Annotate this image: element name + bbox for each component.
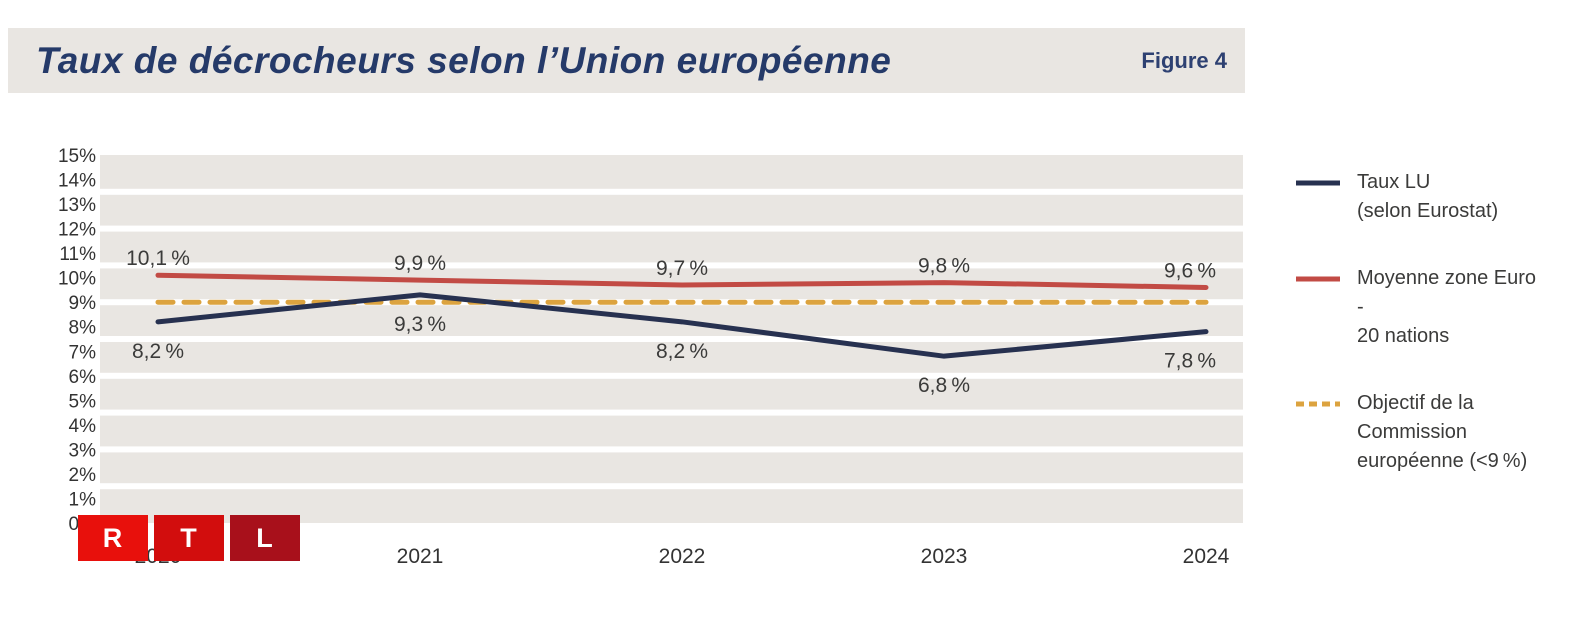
legend-label: Objectif de la Commission européenne (<9… xyxy=(1357,392,1528,472)
dashed-line-swatch xyxy=(1296,401,1340,407)
x-tick-label: 2024 xyxy=(1183,545,1230,568)
data-label: 9,8 % xyxy=(918,255,970,278)
x-tick-label: 2023 xyxy=(921,545,968,568)
figure-label: Figure 4 xyxy=(1141,47,1227,73)
gridline xyxy=(100,336,1243,342)
logo-block-r: R xyxy=(78,515,148,561)
y-tick-label: 11% xyxy=(59,244,96,265)
y-tick-label: 1% xyxy=(69,489,97,510)
data-label: 9,7 % xyxy=(656,257,708,280)
data-label: 9,6 % xyxy=(1164,259,1216,282)
gridline xyxy=(100,299,1243,306)
y-tick-label: 4% xyxy=(69,416,97,437)
legend-item-1: Moyenne zone Euro - 20 nations xyxy=(1295,264,1545,351)
gridline xyxy=(100,372,1243,379)
gridline xyxy=(100,188,1243,195)
gridline xyxy=(100,483,1243,490)
data-label: 6,8 % xyxy=(918,374,970,397)
gridline xyxy=(100,446,1243,453)
series-line-0 xyxy=(155,292,1209,359)
chart-legend: Taux LU (selon Eurostat) Moyenne zone Eur… xyxy=(1295,168,1545,476)
line-swatch xyxy=(1296,276,1340,282)
y-tick-label: 8% xyxy=(69,318,97,339)
x-tick-label: 2022 xyxy=(659,545,706,568)
y-tick-label: 7% xyxy=(69,342,97,363)
gridline xyxy=(100,409,1243,416)
gridline xyxy=(100,225,1243,232)
data-label: 8,2 % xyxy=(132,340,184,363)
y-tick-label: 12% xyxy=(58,220,96,241)
logo-block-t: T xyxy=(154,515,224,561)
gridline xyxy=(100,262,1243,269)
page-title: Taux de décrocheurs selon l’Union europé… xyxy=(36,39,892,81)
legend-label: Taux LU (selon Eurostat) xyxy=(1357,171,1499,222)
y-tick-label: 6% xyxy=(69,367,97,388)
header-band: Taux de décrocheurs selon l’Union europé… xyxy=(8,28,1245,93)
logo-block-l: L xyxy=(230,515,300,561)
y-tick-label: 14% xyxy=(58,171,96,192)
y-tick-label: 5% xyxy=(69,391,97,412)
data-label: 10,1 % xyxy=(126,247,190,270)
y-tick-label: 10% xyxy=(58,269,96,290)
data-label: 9,3 % xyxy=(394,313,446,336)
y-tick-label: 15% xyxy=(58,146,96,167)
data-label: 8,2 % xyxy=(656,340,708,363)
y-tick-label: 2% xyxy=(69,465,97,486)
line-swatch xyxy=(1296,180,1340,186)
legend-item-2: Objectif de la Commission européenne (<9… xyxy=(1295,389,1545,476)
series-line-1 xyxy=(155,272,1209,290)
y-tick-label: 3% xyxy=(69,440,97,461)
legend-item-0: Taux LU (selon Eurostat) xyxy=(1295,168,1545,226)
x-tick-label: 2021 xyxy=(397,545,444,568)
y-tick-label: 9% xyxy=(69,293,97,314)
data-label: 7,8 % xyxy=(1164,350,1216,373)
y-tick-label: 13% xyxy=(58,195,96,216)
data-label: 9,9 % xyxy=(394,252,446,275)
legend-label: Moyenne zone Euro - 20 nations xyxy=(1357,267,1537,347)
